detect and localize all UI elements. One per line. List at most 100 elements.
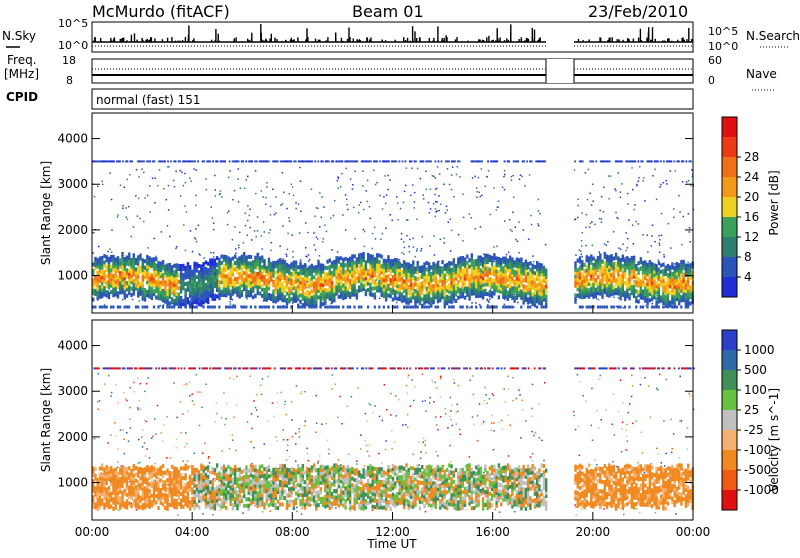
velocity-cell [186, 443, 188, 445]
power-cell [178, 293, 180, 297]
power-cell [346, 199, 348, 201]
power-cell [655, 297, 657, 301]
power-cell [338, 266, 340, 270]
power-cell [295, 202, 297, 204]
velocity-cell [176, 439, 178, 441]
velocity-cell [270, 510, 272, 512]
power-cell [662, 263, 664, 267]
power-cell [225, 274, 227, 278]
power-cell [284, 306, 286, 309]
power-cell [295, 208, 297, 210]
power-cell [598, 299, 600, 301]
power-cell [585, 227, 587, 229]
power-cell [383, 196, 385, 198]
power-cell [651, 262, 653, 266]
power-cell [632, 224, 634, 226]
power-cell [486, 266, 488, 270]
velocity-cell [579, 455, 581, 457]
power-cell [111, 229, 113, 231]
power-cell [581, 245, 583, 247]
power-cell [196, 275, 198, 279]
power-cell [486, 176, 488, 178]
velocity-cell [622, 402, 624, 404]
power-cell [212, 217, 214, 219]
power-cell [292, 251, 294, 253]
power-cell [420, 250, 422, 252]
power-cell [391, 220, 393, 222]
power-cell [433, 203, 435, 205]
power-cell [299, 306, 301, 309]
power-cell [139, 266, 141, 270]
power-cell [635, 274, 637, 278]
power-cell [575, 219, 577, 221]
power-cell [374, 280, 376, 284]
power-cell [254, 294, 256, 298]
power-cell [419, 266, 421, 270]
velocity-cell [123, 438, 125, 440]
power-cell [238, 201, 240, 203]
power-cell [642, 261, 644, 265]
power-cell [582, 232, 584, 234]
power-cell [495, 256, 497, 260]
power-cell [527, 306, 529, 309]
power-cell [266, 306, 268, 309]
power-cell [480, 306, 482, 309]
power-cell [392, 297, 394, 301]
nsky-spike [510, 32, 511, 42]
power-cell [414, 256, 416, 258]
power-cell [633, 256, 635, 260]
power-cell [370, 160, 372, 162]
power-cell [376, 276, 378, 280]
velocity-cell [220, 367, 222, 369]
velocity-cell [209, 367, 211, 369]
velocity-cell [385, 440, 387, 442]
power-cell [457, 280, 459, 284]
power-cell [178, 306, 180, 309]
power-cell [507, 284, 509, 288]
power-cell [394, 290, 396, 294]
velocity-cell [331, 367, 333, 369]
power-cell [362, 185, 364, 187]
velocity-cell [268, 421, 270, 423]
power-cell [586, 265, 588, 269]
power-cell [670, 247, 672, 249]
power-cell [654, 169, 656, 171]
power-cell [229, 170, 231, 172]
power-cell [108, 292, 110, 296]
velocity-cell [406, 367, 408, 369]
velocity-cell [431, 379, 433, 381]
power-cell [401, 292, 403, 296]
power-cell [157, 261, 159, 265]
velocity-cell [626, 436, 628, 438]
power-cell [655, 281, 657, 285]
power-cell [182, 299, 184, 303]
power-cell [673, 266, 675, 270]
power-cell [139, 282, 141, 286]
power-cell [238, 272, 240, 276]
velocity-cell [642, 452, 644, 454]
power-cell [138, 300, 140, 302]
power-cell [540, 279, 542, 283]
power-cell [288, 287, 290, 291]
power-cell [668, 223, 670, 225]
power-cell [347, 258, 349, 262]
power-cell [403, 295, 405, 299]
power-cell [261, 235, 263, 237]
velocity-cell [182, 413, 184, 415]
power-cell [175, 263, 177, 267]
power-cell [475, 302, 477, 304]
power-cell [676, 262, 678, 266]
power-cell [227, 306, 229, 309]
velocity-cell [469, 380, 471, 382]
velocity-cell [625, 449, 627, 451]
power-cell [245, 225, 247, 227]
power-cell [435, 160, 437, 162]
power-cell [592, 160, 594, 162]
velocity-cell [184, 367, 186, 369]
power-cell [189, 300, 191, 304]
power-cell [248, 261, 250, 265]
velocity-cell [251, 413, 253, 415]
power-cell [127, 219, 129, 221]
power-cell [263, 259, 265, 263]
power-cell [579, 266, 581, 270]
